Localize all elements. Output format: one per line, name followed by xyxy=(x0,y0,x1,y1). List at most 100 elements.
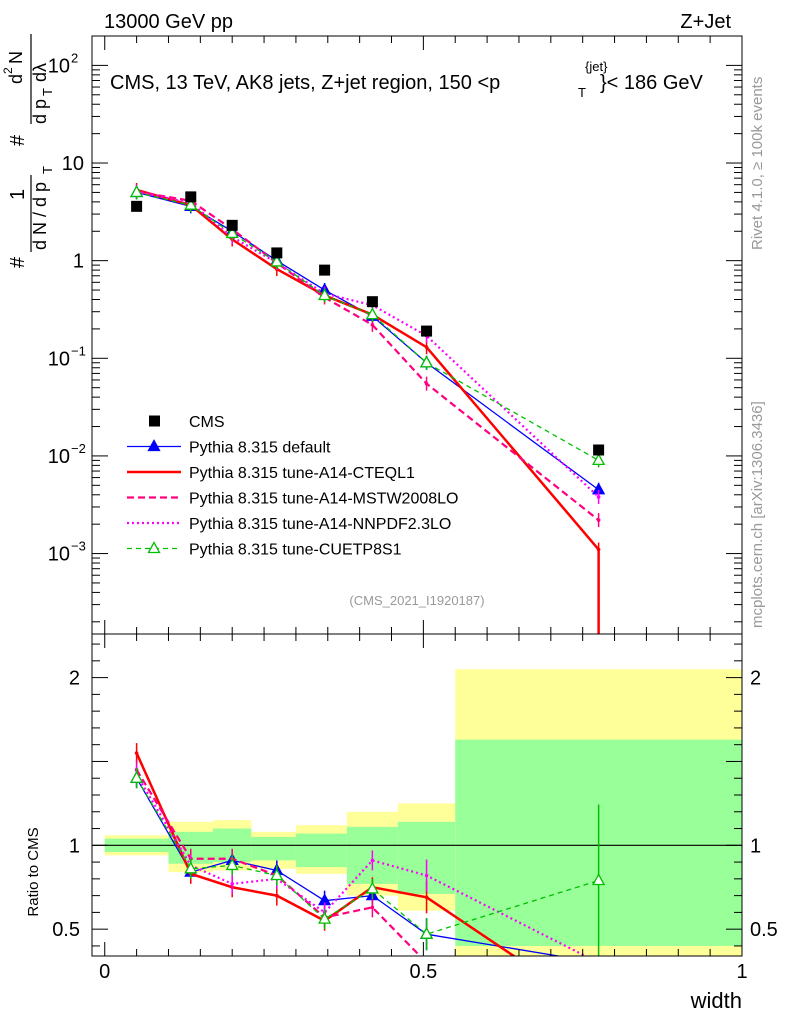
ytick-label: 10 xyxy=(48,55,70,77)
svg-text:1: 1 xyxy=(7,189,29,200)
ytick-label: 10 xyxy=(48,348,70,370)
ratio-ytick-label: 2 xyxy=(69,668,80,690)
ratio-line-default xyxy=(136,777,563,956)
ratio-point-nnpdf xyxy=(230,882,234,886)
point-cteql1 xyxy=(596,547,601,552)
svg-text:T: T xyxy=(40,88,55,96)
point-cuetp8s1 xyxy=(592,453,606,466)
main-ylabel: # 1 d N / d p T # d 2 N d p T dλ xyxy=(1,34,55,268)
ytick-label: 1 xyxy=(73,251,84,273)
ratio-ytick-label: 0.5 xyxy=(52,919,80,941)
point-cms xyxy=(366,296,378,308)
ratio-point-mstw xyxy=(370,905,375,910)
main-title: CMS, 13 TeV, AK8 jets, Z+jet region, 150… xyxy=(110,59,704,100)
svg-text:d: d xyxy=(6,74,26,84)
legend-marker-cuetp8s1 xyxy=(147,541,161,554)
point-cms xyxy=(319,264,331,276)
mcplots-label: mcplots.cern.ch [arXiv:1306.3436] xyxy=(749,401,766,628)
band-inner xyxy=(251,836,296,861)
ytick-label: 10 xyxy=(62,153,84,175)
line-mstw xyxy=(136,190,600,521)
point-cuetp8s1 xyxy=(184,197,198,210)
point-cms xyxy=(421,325,433,337)
header-right: Z+Jet xyxy=(680,11,731,33)
legend-label-cuetp8s1: Pythia 8.315 tune-CUETP8S1 xyxy=(189,542,402,559)
svg-text:N: N xyxy=(6,51,26,64)
svg-text:#: # xyxy=(7,134,29,146)
ratio-point-cuetp8s1 xyxy=(130,770,144,783)
svg-text:}< 186 GeV: }< 186 GeV xyxy=(600,72,704,94)
ytick-exp: −1 xyxy=(71,343,86,358)
legend-label-default: Pythia 8.315 default xyxy=(189,440,331,457)
ratio-point-nnpdf xyxy=(424,873,429,878)
legend-label-cms: CMS xyxy=(189,414,225,431)
point-nnpdf xyxy=(596,495,601,499)
x-axis-label: width xyxy=(690,988,742,1013)
band-inner xyxy=(295,833,347,868)
svg-text:T: T xyxy=(578,85,586,100)
point-cteql1 xyxy=(424,345,429,349)
svg-text:d N / d p: d N / d p xyxy=(30,182,50,250)
point-cms xyxy=(226,219,238,231)
point-cms xyxy=(271,247,283,259)
svg-text:CMS, 13 TeV, AK8 jets, Z+jet r: CMS, 13 TeV, AK8 jets, Z+jet region, 150… xyxy=(110,72,500,94)
xtick-label: 0.5 xyxy=(409,961,437,983)
xtick-label: 0 xyxy=(99,961,110,983)
series-cteql1 xyxy=(134,182,601,634)
ytick-exp: −3 xyxy=(71,539,86,554)
rivet-label: Rivet 4.1.0, ≥ 100k events xyxy=(749,77,766,250)
point-cuetp8s1 xyxy=(225,226,239,239)
ratio-point-cuetp8s1 xyxy=(365,881,379,894)
point-cuetp8s1 xyxy=(130,185,144,198)
ratio-point-cuetp8s1 xyxy=(270,868,284,881)
legend-marker-cms xyxy=(149,415,160,427)
svg-text:d p: d p xyxy=(30,99,50,124)
ytick-label: 10 xyxy=(48,544,70,566)
legend-label-cteql1: Pythia 8.315 tune-A14-CTEQL1 xyxy=(189,465,415,482)
legend-label-nnpdf: Pythia 8.315 tune-A14-NNPDF2.3LO xyxy=(189,516,451,533)
legend: CMS Pythia 8.315 default Pythia 8.315 tune… xyxy=(127,414,458,559)
point-cuetp8s1 xyxy=(317,288,332,301)
point-mstw xyxy=(596,518,601,522)
svg-text:#: # xyxy=(7,256,29,268)
point-cuetp8s1 xyxy=(365,307,379,320)
ytick-exp: −2 xyxy=(71,441,86,456)
ratio-line-cuetp8s1 xyxy=(136,777,599,935)
ratio-point-cuetp8s1 xyxy=(184,861,198,874)
ratio-point-cteql1 xyxy=(424,895,429,900)
ratio-point-nnpdf xyxy=(370,858,375,863)
legend-marker-default xyxy=(147,439,161,452)
header-left: 13000 GeV pp xyxy=(104,11,233,33)
line-cuetp8s1 xyxy=(136,191,599,461)
ratio-ytick-label-right: 2 xyxy=(750,668,761,690)
point-cms xyxy=(131,200,143,212)
point-cms xyxy=(185,191,197,203)
point-cms xyxy=(593,444,605,456)
ratio-point-cteql1 xyxy=(134,751,139,755)
svg-text:2: 2 xyxy=(1,67,15,74)
ratio-ylabel: Ratio to CMS xyxy=(25,827,42,916)
ytick-label: 10 xyxy=(48,446,70,468)
ratio-point-cuetp8s1 xyxy=(419,926,434,939)
ratio-point-cuetp8s1 xyxy=(225,858,239,871)
svg-text:T: T xyxy=(40,166,55,174)
ratio-ytick-label-right: 1 xyxy=(750,835,761,857)
ytick-exp: 2 xyxy=(71,50,78,65)
point-cuetp8s1 xyxy=(419,355,434,368)
ratio-point-cuetp8s1 xyxy=(317,911,332,924)
ratio-line-nnpdf xyxy=(135,774,588,956)
line-cteql1 xyxy=(136,188,600,551)
legend-label-mstw: Pythia 8.315 tune-A14-MSTW2008LO xyxy=(189,491,458,508)
ratio-point-cteql1 xyxy=(275,893,279,898)
xtick-label: 1 xyxy=(736,961,747,983)
svg-text:dλ: dλ xyxy=(30,63,50,82)
point-mstw xyxy=(370,323,375,327)
ratio-ytick-label-right: 0.5 xyxy=(750,919,778,941)
svg-text:{jet}: {jet} xyxy=(585,59,608,74)
point-mstw xyxy=(424,381,429,386)
point-cuetp8s1 xyxy=(270,254,284,267)
analysis-watermark: (CMS_2021_I1920187) xyxy=(349,593,484,608)
series-cuetp8s1 xyxy=(130,185,606,468)
